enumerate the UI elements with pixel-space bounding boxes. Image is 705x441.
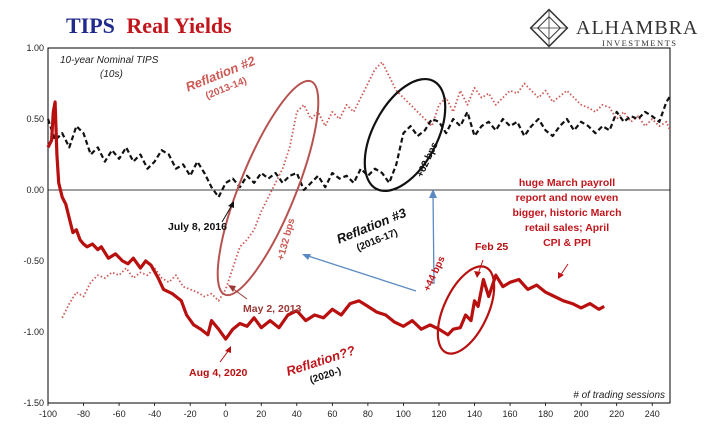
- arrow-may2: [231, 287, 248, 300]
- y-tick-label: 1.00: [26, 43, 44, 53]
- x-axis-label: # of trading sessions: [573, 390, 665, 401]
- y-tick-label: -1.50: [23, 398, 44, 408]
- x-tick-label: 220: [609, 409, 624, 419]
- bps62-label: +62 bps: [415, 140, 441, 179]
- plot-area: [47, 47, 671, 404]
- arrow-aug4: [219, 349, 230, 363]
- logo-name: ALHAMBRA: [576, 17, 698, 39]
- x-tick-label: 180: [538, 409, 553, 419]
- series-group: [46, 61, 671, 341]
- x-axis: -100 -80 -60 -40 -20 0 20 40 60 80 100 120 140 160 180…: [39, 403, 660, 419]
- x-tick-label: -100: [39, 409, 57, 419]
- aug4-label: Aug 4, 2020: [189, 367, 248, 379]
- title-part2: Real Yields: [126, 13, 232, 38]
- x-tick-label: 60: [327, 409, 337, 419]
- x-tick-label: 100: [396, 409, 411, 419]
- x-tick-label: -40: [148, 409, 161, 419]
- x-tick-label: -80: [77, 409, 90, 419]
- bps44-label: +44 bps: [422, 254, 448, 293]
- may2-label: May 2, 2013: [243, 303, 302, 315]
- arrow-july8: [221, 204, 233, 223]
- feb25-label: Feb 25: [475, 241, 508, 253]
- arrow-july8-head: [228, 201, 234, 208]
- feb25-ellipse: [436, 265, 496, 355]
- legend-note-1: 10-year Nominal TIPS: [60, 55, 159, 66]
- arrow-feb25-head: [474, 271, 481, 278]
- x-tick-label: 160: [503, 409, 518, 419]
- x-tick-label: 80: [363, 409, 373, 419]
- x-tick-label: 20: [256, 409, 266, 419]
- x-tick-label: 120: [431, 409, 446, 419]
- x-tick-label: -60: [113, 409, 126, 419]
- annotation-shapes: [216, 77, 569, 363]
- x-tick-label: -20: [184, 409, 197, 419]
- alhambra-logo: ALHAMBRA INVESTMENTS: [529, 8, 698, 48]
- payroll-line-4: retail sales; April: [525, 222, 609, 234]
- title-part1: TIPS: [66, 13, 115, 38]
- reflation3-ellipse: [363, 77, 447, 193]
- x-tick-label: 40: [292, 409, 302, 419]
- x-tick-label: 240: [645, 409, 660, 419]
- arrow-feb25: [477, 259, 484, 275]
- logo-sub: INVESTMENTS: [602, 38, 678, 48]
- july8-label: July 8, 2016: [168, 221, 227, 233]
- annotation-texts: Reflation #2 (2013-14) Reflation #3 (201…: [168, 53, 622, 386]
- y-tick-label: -1.00: [23, 327, 44, 337]
- arrow-132-head: [302, 254, 311, 260]
- arrow-payroll-head: [558, 272, 564, 279]
- legend-note-2: (10s): [100, 69, 123, 80]
- payroll-line-5: CPI & PPI: [543, 237, 591, 249]
- y-tick-label: 0.00: [26, 185, 44, 195]
- payroll-line-2: report and now even: [516, 192, 619, 204]
- chart-title: TIPS Real Yields: [66, 13, 232, 38]
- arrow-62-line: [432, 192, 435, 285]
- arrow-may2-head: [228, 285, 236, 292]
- payroll-line-3: bigger, historic March: [512, 207, 621, 219]
- series-line-s2020: [46, 100, 605, 341]
- arrow-132-line: [304, 254, 417, 292]
- y-tick-label: -0.50: [23, 256, 44, 266]
- reflation2-ellipse: [216, 79, 320, 297]
- x-tick-label: 140: [467, 409, 482, 419]
- logo-diamond-icon: [529, 8, 569, 48]
- x-tick-label: 0: [223, 409, 228, 419]
- y-axis: 1.00 0.50 0.00 -0.50 -1.00 -1.50: [23, 43, 44, 408]
- x-tick-label: 200: [574, 409, 589, 419]
- bps132-label: +132 bps: [276, 217, 298, 262]
- arrow-aug4-head: [225, 346, 231, 353]
- series-line-s2013: [61, 61, 671, 319]
- y-tick-label: 0.50: [26, 114, 44, 124]
- payroll-line-1: huge March payroll: [519, 177, 615, 189]
- arrow-62-head: [429, 189, 437, 198]
